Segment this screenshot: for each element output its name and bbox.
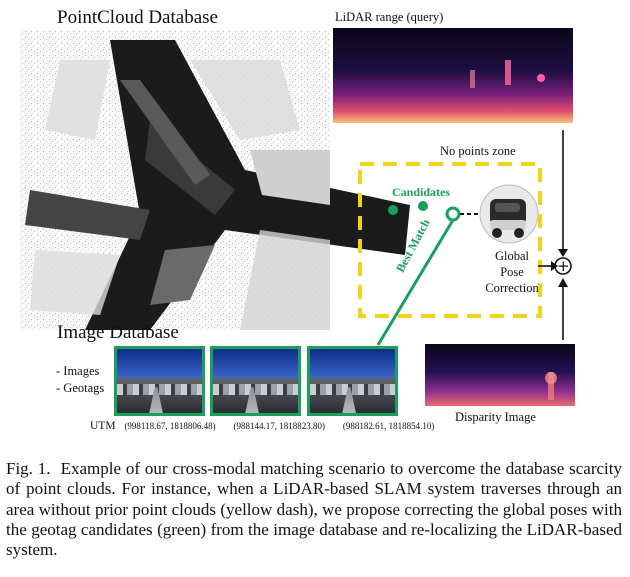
image-thumbnail-3 — [307, 346, 398, 416]
utm-row: UTM (998118.67, 1818806.48) (988144.17, … — [90, 420, 449, 432]
best-match-line — [376, 219, 455, 346]
best-match-dot — [445, 206, 461, 222]
candidate-dot-1 — [388, 205, 398, 215]
robot-icon — [479, 184, 539, 244]
utm-coord-2: (988144.17, 1818823.80) — [233, 421, 325, 431]
candidates-label: Candidates — [392, 185, 451, 199]
utm-coord-3: (988182.61, 1818854.10) — [342, 421, 435, 431]
candidate-dot-2 — [418, 201, 428, 211]
pointcloud-map — [20, 30, 410, 330]
utm-coord-1: (998118.67, 1818806.48) — [124, 421, 216, 431]
caption-label: Fig. 1. — [6, 459, 51, 478]
figure-graphics — [20, 28, 575, 406]
global-pose-correction-label: Global Pose Correction — [485, 249, 539, 295]
image-thumbnail-1 — [114, 346, 205, 416]
lidar-range-title: LiDAR range (query) — [335, 10, 444, 24]
lidar-range-image — [333, 28, 573, 123]
plus-symbol: + — [557, 257, 570, 275]
no-points-zone-label: No points zone — [440, 144, 516, 158]
disparity-image-label: Disparity Image — [455, 410, 536, 424]
caption-text: Example of our cross-modal matching scen… — [6, 459, 622, 560]
pointcloud-database-title: PointCloud Database — [57, 7, 218, 28]
figure: PointCloud Database LiDAR range (query) … — [20, 7, 575, 432]
no-points-zone-box — [358, 162, 542, 318]
image-database-items: - Images - Geotags — [56, 364, 105, 395]
utm-label: UTM — [90, 420, 116, 432]
image-database-title: Image Database — [57, 322, 179, 343]
figure-caption: Fig. 1. Example of our cross-modal matchi… — [6, 459, 622, 560]
image-thumbnail-2 — [210, 346, 301, 416]
